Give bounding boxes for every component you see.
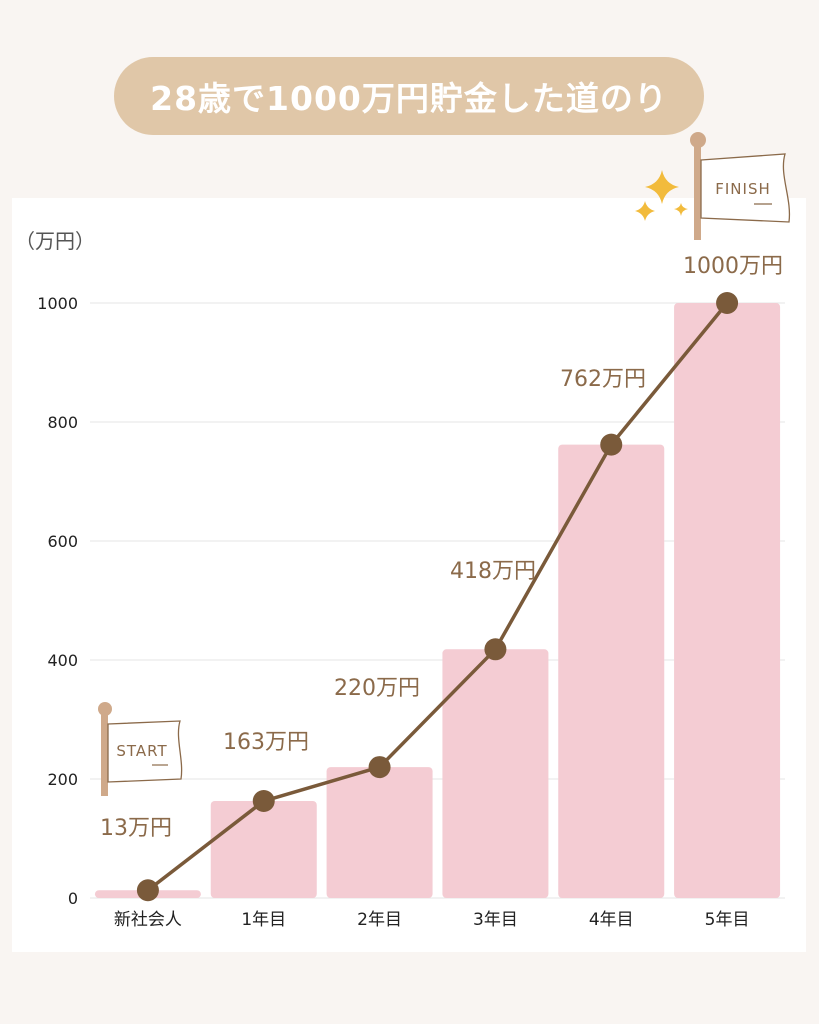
data-label-3: 418万円 [450, 559, 536, 584]
bar-3 [442, 649, 549, 898]
data-point-0 [136, 879, 159, 902]
y-tick-label: 0 [68, 889, 78, 908]
x-tick-label: 4年目 [589, 910, 634, 930]
data-point-4 [600, 433, 623, 456]
data-label-2: 220万円 [334, 676, 420, 701]
x-tick-label: 新社会人 [114, 910, 182, 930]
start-flag: START [98, 702, 183, 796]
y-tick-label: 200 [47, 770, 78, 789]
finish-flag-label: FINISH [715, 180, 771, 198]
bars [94, 303, 781, 898]
trend-line-path [146, 301, 729, 892]
y-tick-label: 400 [47, 651, 78, 670]
x-tick-labels: 新社会人 1年目 2年目 3年目 4年目 5年目 [114, 910, 750, 930]
bar-1 [210, 801, 317, 898]
y-tick-label: 1000 [37, 294, 78, 313]
x-tick-label: 1年目 [241, 910, 286, 930]
grid-lines [90, 302, 785, 899]
data-label-4: 762万円 [560, 367, 646, 392]
y-axis-unit-label: （万円） [15, 229, 95, 253]
chart-title-banner: 28歳で1000万円貯金した道のり [114, 57, 704, 135]
bar-2 [326, 767, 433, 898]
data-point-2 [368, 756, 391, 779]
bar-5 [674, 303, 781, 898]
chart-title: 28歳で1000万円貯金した道のり [150, 79, 668, 118]
data-point-3 [484, 638, 507, 661]
y-tick-label: 800 [47, 413, 78, 432]
x-tick-label: 2年目 [357, 910, 402, 930]
sparkle-icon [635, 170, 688, 221]
y-tick-labels: 0 200 400 600 800 1000 [37, 294, 78, 908]
finish-flag: FINISH [690, 132, 791, 240]
data-point-1 [252, 790, 275, 813]
bar-4 [558, 444, 665, 898]
x-tick-label: 5年目 [705, 910, 750, 930]
data-points [136, 292, 739, 902]
data-label-5: 1000万円 [683, 254, 783, 279]
data-label-0: 13万円 [100, 816, 172, 841]
data-label-1: 163万円 [223, 730, 309, 755]
data-labels: 13万円 163万円 220万円 418万円 762万円 1000万円 [100, 254, 783, 841]
start-flag-label: START [116, 742, 167, 760]
data-point-5 [716, 292, 739, 314]
y-tick-label: 600 [47, 532, 78, 551]
trend-line [146, 301, 729, 892]
x-tick-label: 3年目 [473, 910, 518, 930]
